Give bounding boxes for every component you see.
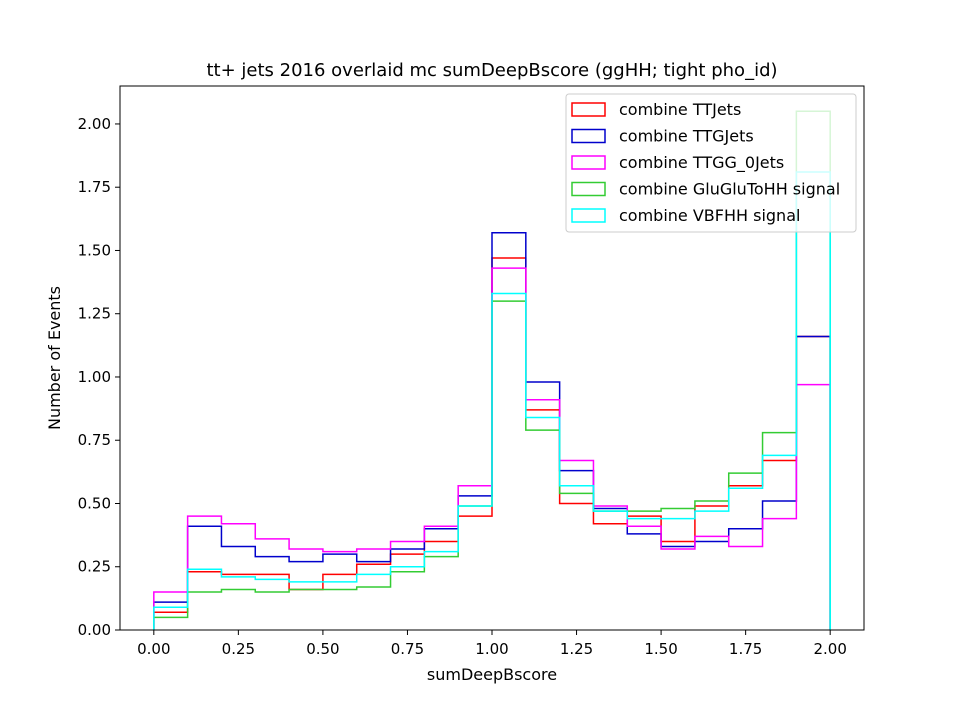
series-step-4 bbox=[153, 171, 831, 630]
series-layer bbox=[153, 110, 831, 630]
y-axis-label: Number of Events bbox=[45, 286, 64, 430]
x-tick-label: 0.00 bbox=[137, 640, 170, 658]
y-axis: 0.00 0.25 0.50 0.75 1.00 1.25 1.50 1.75 2.00 bbox=[78, 115, 120, 639]
x-tick-label: 1.50 bbox=[644, 640, 677, 658]
legend: combine TTJets combine TTGJets combine TTG… bbox=[565, 93, 857, 233]
y-tick-label: 1.75 bbox=[78, 178, 111, 196]
legend-swatch bbox=[571, 128, 606, 144]
legend-swatch bbox=[571, 181, 606, 197]
x-tick-label: 1.75 bbox=[729, 640, 762, 658]
x-tick-label: 1.25 bbox=[560, 640, 593, 658]
y-tick-label: 2.00 bbox=[78, 115, 111, 133]
legend-swatch bbox=[571, 102, 606, 117]
y-tick-label: 0.25 bbox=[78, 558, 111, 576]
x-tick-label: 2.00 bbox=[813, 640, 846, 658]
x-axis: 0.00 0.25 0.50 0.75 1.00 1.25 1.50 1.75 2.00 bbox=[137, 630, 847, 658]
chart-title: tt+ jets 2016 overlaid mc sumDeepBscore … bbox=[206, 60, 777, 81]
legend-swatch bbox=[571, 155, 606, 170]
y-tick-label: 0.75 bbox=[78, 431, 111, 449]
legend-label: combine TTGJets bbox=[619, 127, 754, 146]
legend-label: combine TTJets bbox=[619, 100, 741, 119]
legend-label: combine VBFHH signal bbox=[619, 206, 800, 225]
y-tick-label: 1.50 bbox=[78, 241, 111, 259]
y-tick-label: 1.25 bbox=[78, 305, 111, 323]
x-tick-label: 0.50 bbox=[306, 640, 339, 658]
y-tick-label: 0.00 bbox=[78, 621, 111, 639]
legend-box bbox=[565, 93, 857, 233]
legend-swatch bbox=[571, 208, 606, 223]
legend-label: combine TTGG_0Jets bbox=[619, 153, 784, 173]
x-axis-label: sumDeepBscore bbox=[427, 665, 557, 684]
x-tick-label: 0.25 bbox=[222, 640, 255, 658]
x-tick-label: 0.75 bbox=[391, 640, 424, 658]
legend-label: combine GluGluToHH signal bbox=[619, 180, 840, 199]
x-tick-label: 1.00 bbox=[475, 640, 508, 658]
y-tick-label: 0.50 bbox=[78, 494, 111, 512]
y-tick-label: 1.00 bbox=[78, 368, 111, 386]
plot-area bbox=[153, 110, 831, 630]
